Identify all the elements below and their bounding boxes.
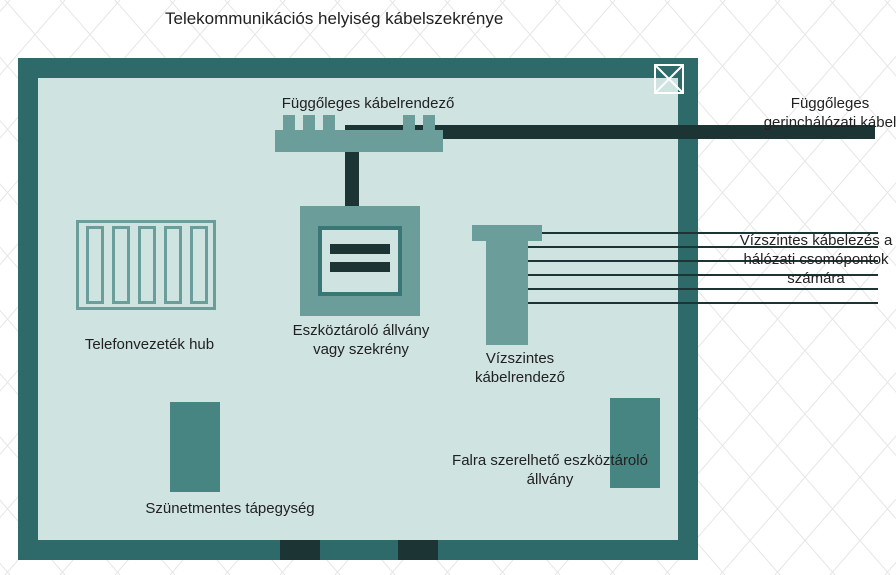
vertical-organizer-tooth bbox=[423, 115, 435, 130]
phone-hub-slot bbox=[190, 226, 208, 304]
horizontal-cable-organizer bbox=[486, 225, 528, 345]
phone-hub-slot bbox=[112, 226, 130, 304]
equipment-rack-slot bbox=[330, 244, 390, 254]
vent-icon bbox=[654, 64, 684, 94]
ups-block bbox=[170, 402, 220, 492]
vertical-organizer-tooth bbox=[303, 115, 315, 130]
ups-label: Szünetmentes tápegység bbox=[120, 500, 340, 522]
equipment-rack-inner bbox=[318, 226, 402, 296]
phone-hub-slot bbox=[164, 226, 182, 304]
diagram-title: Telekommunikációs helyiség kábelszekrény… bbox=[165, 8, 565, 32]
vertical-organizer-tooth bbox=[403, 115, 415, 130]
wall-mount-rack-label: Falra szerelhető eszköztároló állvány bbox=[430, 452, 670, 496]
vertical-organizer-tooth bbox=[323, 115, 335, 130]
backbone-cable-label: Függőleges gerinchálózati kábel bbox=[760, 95, 896, 155]
phone-hub-slot bbox=[86, 226, 104, 304]
phone-hub-slot bbox=[138, 226, 156, 304]
horizontal-cable-organizer-label: Vízszintes kábelrendező bbox=[455, 350, 585, 394]
vertical-organizer-tooth bbox=[283, 115, 295, 130]
vertical-cable-organizer-label: Függőleges kábelrendező bbox=[258, 95, 478, 117]
equipment-rack-slot bbox=[330, 262, 390, 272]
horizontal-cable-organizer-top bbox=[472, 225, 542, 241]
phone-hub-label: Telefonvezeték hub bbox=[62, 336, 237, 358]
vertical-cable-organizer bbox=[275, 130, 443, 152]
door-notch bbox=[398, 540, 438, 560]
backbone-cable-drop bbox=[345, 148, 359, 208]
equipment-rack-label: Eszköztároló állvány vagy szekrény bbox=[282, 322, 440, 382]
horizontal-cabling-label: Vízszintes kábelezés a hálózati csomópon… bbox=[732, 232, 896, 320]
door-notch bbox=[280, 540, 320, 560]
